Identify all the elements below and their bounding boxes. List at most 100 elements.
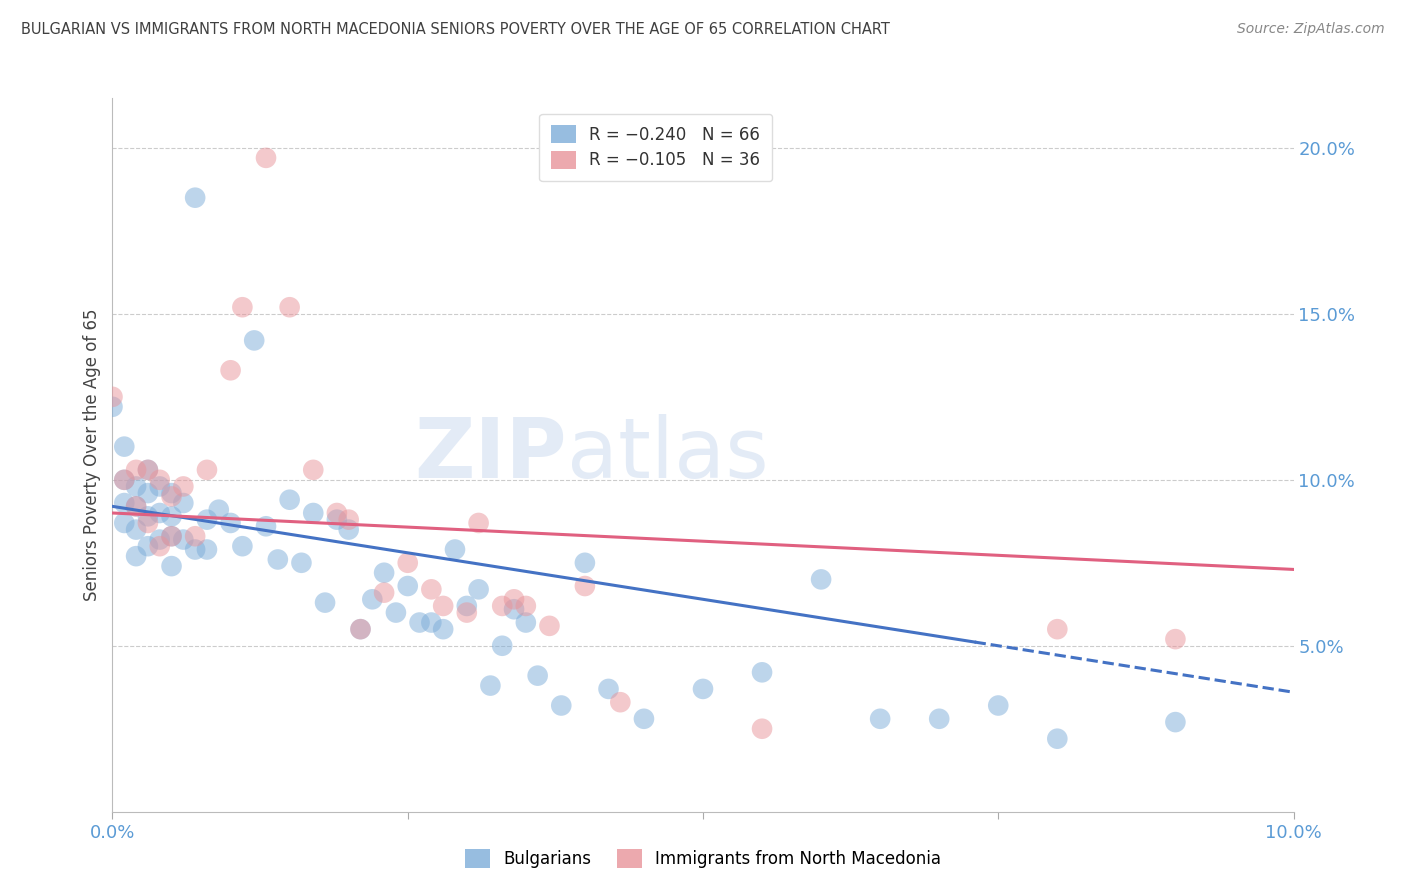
Point [112, 473, 135, 487]
Point [195, 513, 218, 527]
Point [337, 523, 360, 537]
Point [136, 509, 159, 524]
Point [208, 502, 231, 516]
Point [373, 566, 395, 580]
Point [136, 539, 159, 553]
Point [598, 681, 620, 696]
Text: Source: ZipAtlas.com: Source: ZipAtlas.com [1237, 22, 1385, 37]
Point [503, 602, 526, 616]
Point [314, 596, 336, 610]
Point [160, 529, 183, 543]
Point [149, 533, 172, 547]
Point [195, 463, 218, 477]
Point [219, 363, 242, 377]
Point [125, 479, 148, 493]
Point [160, 559, 183, 574]
Legend: Bulgarians, Immigrants from North Macedonia: Bulgarians, Immigrants from North Macedo… [458, 843, 948, 875]
Point [136, 516, 159, 530]
Point [432, 622, 454, 636]
Point [101, 390, 124, 404]
Point [326, 506, 349, 520]
Point [491, 639, 513, 653]
Point [396, 556, 419, 570]
Point [112, 496, 135, 510]
Point [337, 513, 360, 527]
Point [420, 615, 443, 630]
Point [184, 529, 207, 543]
Point [396, 579, 419, 593]
Point [254, 151, 277, 165]
Text: BULGARIAN VS IMMIGRANTS FROM NORTH MACEDONIA SENIORS POVERTY OVER THE AGE OF 65 : BULGARIAN VS IMMIGRANTS FROM NORTH MACED… [21, 22, 890, 37]
Point [987, 698, 1010, 713]
Point [136, 463, 159, 477]
Point [456, 606, 478, 620]
Point [456, 599, 478, 613]
Point [254, 519, 277, 533]
Point [349, 622, 371, 636]
Point [751, 665, 773, 680]
Point [231, 539, 253, 553]
Point [149, 479, 172, 493]
Point [267, 552, 290, 566]
Point [467, 582, 489, 597]
Point [1046, 622, 1069, 636]
Point [160, 529, 183, 543]
Point [361, 592, 384, 607]
Point [515, 599, 537, 613]
Point [184, 191, 207, 205]
Point [526, 668, 548, 682]
Point [112, 473, 135, 487]
Point [125, 500, 148, 514]
Point [550, 698, 572, 713]
Point [278, 492, 301, 507]
Point [160, 509, 183, 524]
Point [149, 473, 172, 487]
Point [172, 479, 194, 493]
Point [349, 622, 371, 636]
Point [195, 542, 218, 557]
Point [125, 463, 148, 477]
Point [692, 681, 714, 696]
Point [479, 679, 502, 693]
Point [243, 334, 266, 348]
Point [385, 606, 408, 620]
Point [149, 506, 172, 520]
Point [326, 513, 349, 527]
Point [928, 712, 950, 726]
Point [574, 579, 596, 593]
Point [503, 592, 526, 607]
Point [633, 712, 655, 726]
Point [1164, 715, 1187, 730]
Point [609, 695, 631, 709]
Y-axis label: Seniors Poverty Over the Age of 65: Seniors Poverty Over the Age of 65 [83, 309, 101, 601]
Point [302, 506, 325, 520]
Text: ZIP: ZIP [415, 415, 567, 495]
Point [125, 523, 148, 537]
Point [373, 585, 395, 599]
Point [467, 516, 489, 530]
Point [751, 722, 773, 736]
Point [432, 599, 454, 613]
Point [149, 539, 172, 553]
Point [231, 300, 253, 314]
Point [136, 463, 159, 477]
Point [278, 300, 301, 314]
Point [574, 556, 596, 570]
Point [172, 533, 194, 547]
Point [491, 599, 513, 613]
Point [125, 500, 148, 514]
Point [408, 615, 430, 630]
Point [160, 486, 183, 500]
Point [444, 542, 467, 557]
Point [869, 712, 891, 726]
Point [172, 496, 194, 510]
Point [219, 516, 242, 530]
Point [136, 486, 159, 500]
Point [112, 516, 135, 530]
Point [184, 542, 207, 557]
Point [112, 440, 135, 454]
Point [420, 582, 443, 597]
Point [810, 573, 832, 587]
Point [302, 463, 325, 477]
Point [1046, 731, 1069, 746]
